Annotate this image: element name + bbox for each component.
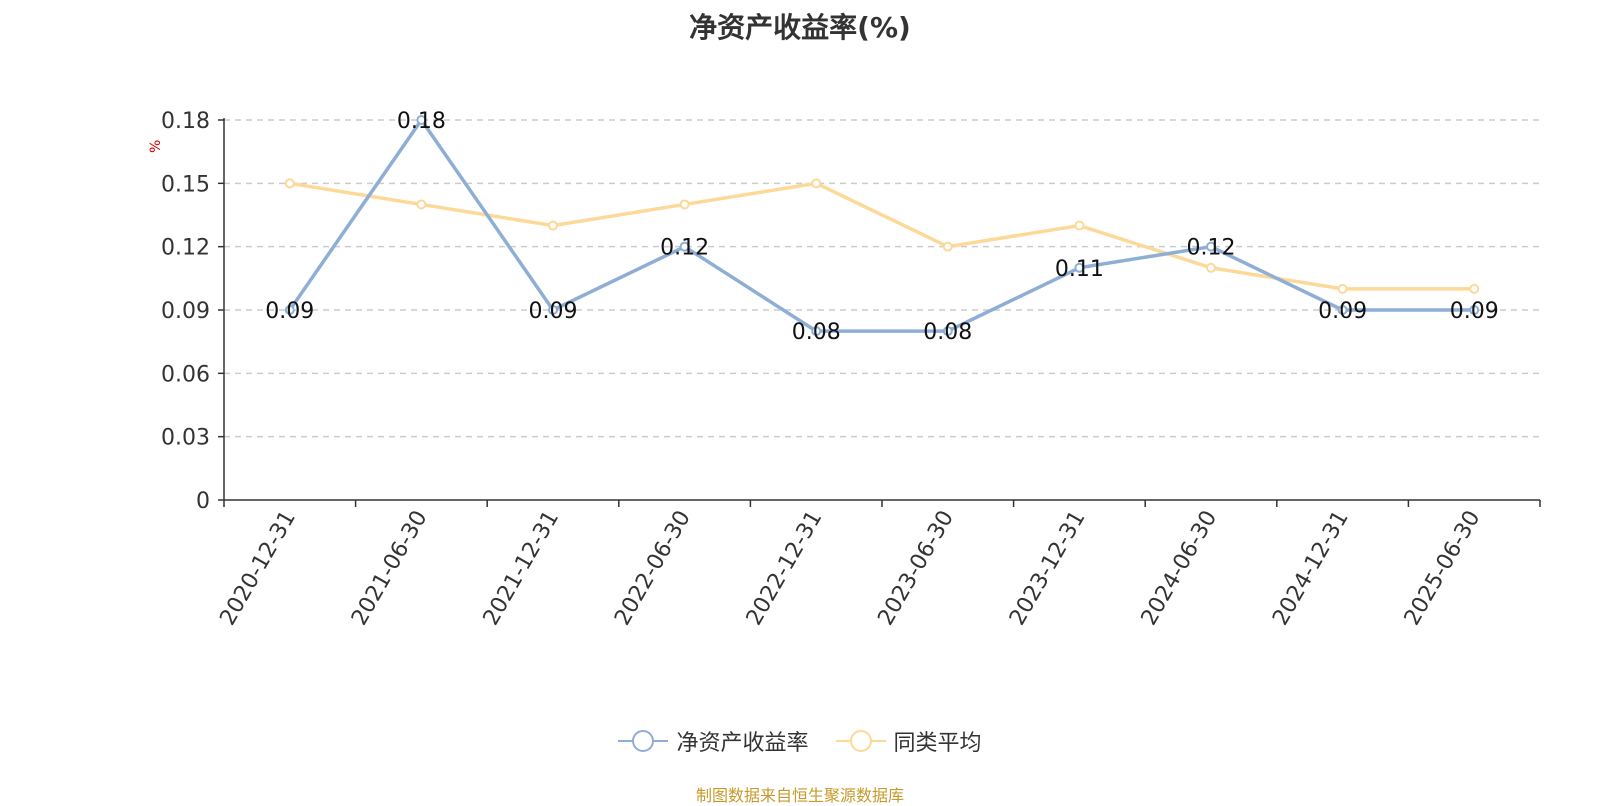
x-tick-label-9: 2025-06-30: [1400, 507, 1486, 630]
data-label-0-9: 0.09: [1450, 299, 1499, 324]
legend-peer-label: 同类平均: [893, 731, 982, 756]
series-1-point-9: [1469, 283, 1480, 294]
series-0-point-7: [1206, 241, 1216, 252]
grid-lines: [224, 119, 1540, 438]
series-1-point-8: [1337, 283, 1348, 294]
series-0-point-2: [548, 305, 558, 315]
series-0-point-8: [1337, 305, 1348, 315]
y-tick-label-5: 0.15: [161, 172, 210, 197]
y-tick-label-0: 0: [196, 489, 210, 514]
data-label-0-7: 0.12: [1187, 236, 1236, 261]
data-label-0-2: 0.09: [529, 299, 578, 324]
x-tick-label-0: 2020-12-31: [215, 507, 301, 630]
series-group: [284, 115, 1480, 337]
series-1-point-2: [548, 220, 558, 231]
y-tick-label-1: 0.03: [161, 426, 210, 451]
data-label-0-4: 0.08: [792, 320, 841, 345]
legend: 净资产收益率 同类平均: [0, 725, 1600, 759]
y-tick-label-3: 0.09: [161, 299, 210, 324]
data-label-0-8: 0.09: [1318, 299, 1367, 324]
data-label-0-0: 0.09: [265, 299, 314, 324]
series-0-point-5: [942, 326, 953, 337]
series-0-point-3: [679, 241, 690, 252]
series-0-point-9: [1469, 305, 1480, 315]
x-tick-label-3: 2022-06-30: [610, 507, 696, 630]
data-label-0-5: 0.08: [923, 320, 972, 345]
series-0-point-0: [284, 305, 295, 315]
legend-peer-marker-icon: [835, 730, 886, 752]
data-source-note: 制图数据来自恒生聚源数据库: [695, 786, 904, 805]
series-1-point-3: [679, 199, 690, 210]
series-1-point-6: [1074, 220, 1085, 231]
x-tick-label-8: 2024-12-31: [1268, 507, 1354, 630]
series-1-point-4: [811, 178, 822, 189]
legend-roe-label: 净资产收益率: [676, 731, 809, 756]
x-tick-label-7: 2024-06-30: [1137, 507, 1223, 630]
y-tick-label-6: 0.18: [161, 109, 210, 134]
legend-item-peer-average[interactable]: 同类平均: [835, 725, 982, 757]
series-0-point-4: [811, 326, 822, 337]
y-axis-ticks: 0 0.03 0.06 0.09 0.12 0.15 0.18: [161, 109, 224, 514]
series-line-0: [288, 118, 1475, 333]
legend-roe-marker-icon: [618, 730, 669, 752]
series-1-point-1: [416, 199, 427, 210]
series-1-point-5: [942, 241, 953, 252]
x-tick-label-1: 2021-06-30: [347, 507, 433, 630]
series-0-point-1: [416, 115, 427, 125]
series-1-point-0: [284, 178, 295, 189]
data-label-0-6: 0.11: [1055, 257, 1104, 282]
data-label-0-3: 0.12: [660, 236, 709, 261]
series-1-point-7: [1206, 262, 1216, 273]
series-0-point-6: [1074, 262, 1085, 273]
legend-item-roe[interactable]: 净资产收益率: [618, 725, 809, 757]
x-tick-label-6: 2023-12-31: [1005, 507, 1091, 630]
x-tick-label-2: 2021-12-31: [479, 507, 565, 630]
x-tick-label-5: 2023-06-30: [873, 507, 959, 630]
data-label-0-1: 0.18: [397, 109, 446, 134]
y-tick-label-4: 0.12: [161, 236, 210, 261]
y-tick-label-2: 0.06: [161, 362, 210, 387]
x-axis-ticks: 2020-12-31 2021-06-30 2021-12-31 2022-06-30…: [215, 500, 1541, 630]
x-tick-label-4: 2022-12-31: [742, 507, 828, 630]
series-line-1: [289, 181, 1475, 291]
chart-title: 净资产收益率(%): [689, 11, 911, 44]
data-labels: 0.09 0.18 0.09 0.12 0.08 0.08 0.11 0.12 0.09 0.09: [265, 109, 1498, 345]
